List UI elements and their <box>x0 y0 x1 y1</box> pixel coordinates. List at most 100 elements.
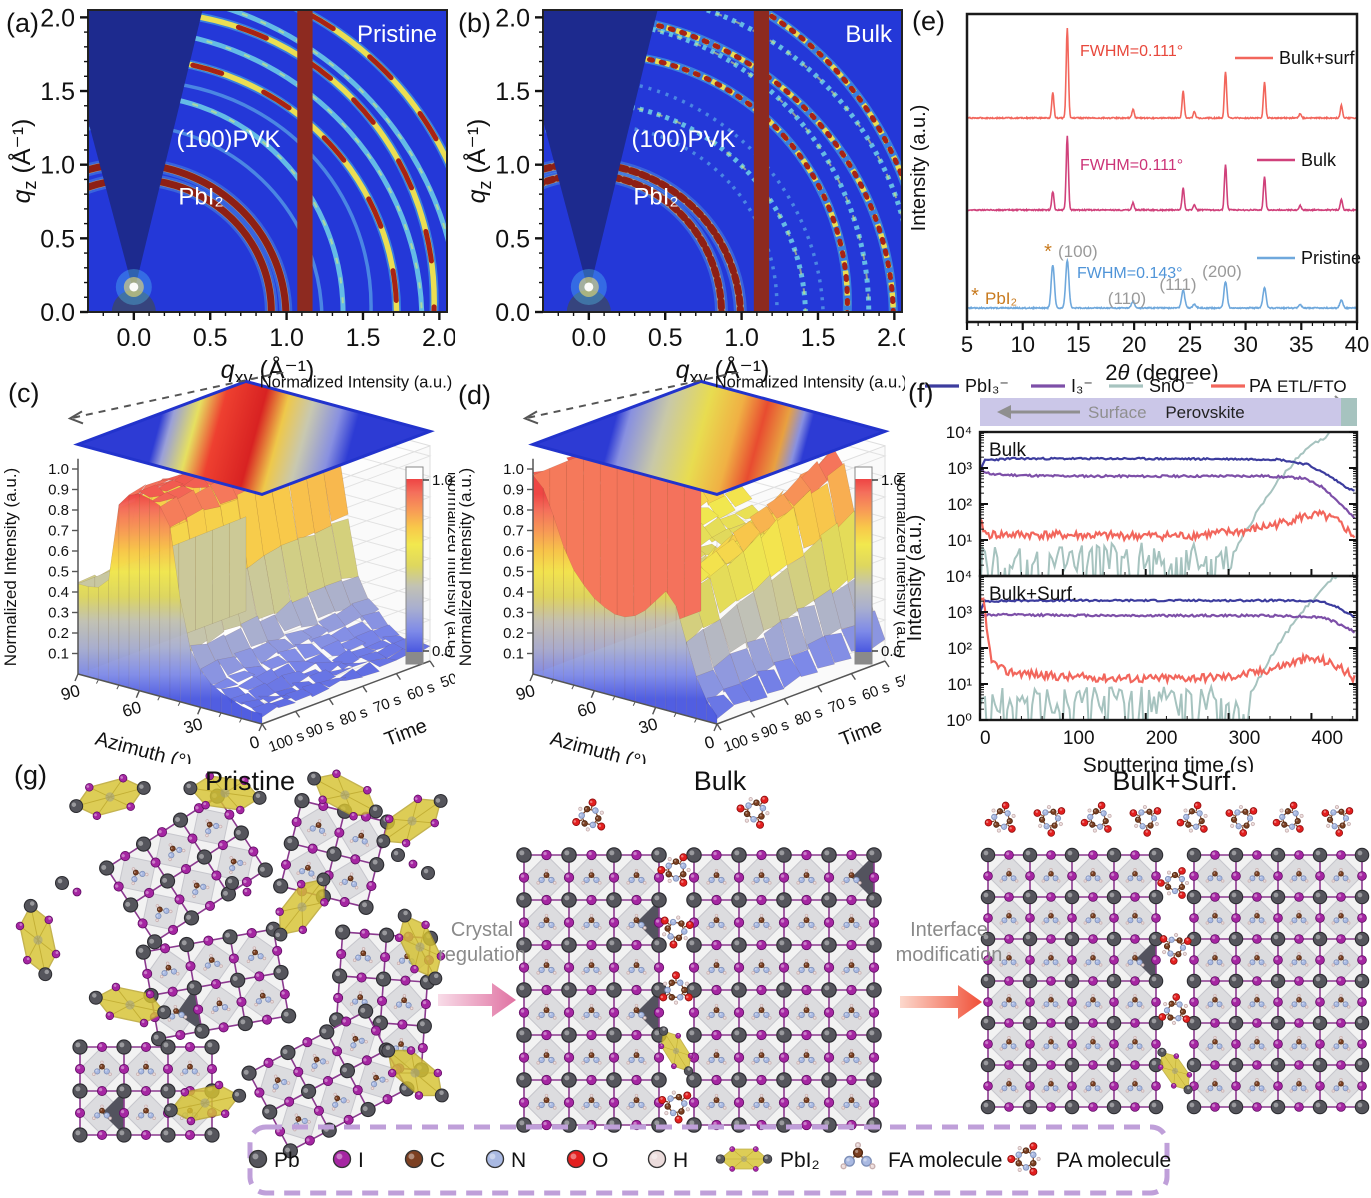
perovskite-grain <box>273 793 395 915</box>
time-direction-arrow-icon <box>522 410 539 425</box>
profile-plot-Bulk <box>980 432 1356 576</box>
time-tick: 100 s <box>721 728 761 757</box>
crystal-regulation-label: Crystal regulation <box>438 919 526 966</box>
svg-text:1.5: 1.5 <box>346 324 381 352</box>
time-tick: 50 s <box>438 666 455 692</box>
fa-molecule <box>1289 909 1309 925</box>
fa-molecule <box>796 1003 817 1020</box>
fa-molecule <box>229 856 247 875</box>
perovskite-grain <box>1186 847 1370 1115</box>
perovskite-grain <box>135 921 297 1047</box>
interface-modification-arrow-icon <box>900 985 982 1019</box>
fa-molecule <box>1247 867 1267 883</box>
panel-b-giwaxs-map: (100)PVK PbI₂ Bulk 0.0 0.5 1.0 1.5 2.0 0.0 0.5 1.0… <box>461 4 905 382</box>
y-tick: 10³ <box>947 603 972 622</box>
fa-molecule <box>706 1003 727 1020</box>
fa-molecule <box>536 1093 557 1110</box>
fa-molecule <box>581 1003 602 1020</box>
panel-d-tag: (d) <box>458 380 491 410</box>
y-axis-label: qz (Å⁻¹) <box>461 119 495 204</box>
pristine-structure <box>15 769 449 1159</box>
fa-molecule <box>1247 1077 1267 1093</box>
pbi2-hexagon <box>163 1080 247 1126</box>
y-axis-label: Intensity (a.u.) <box>908 105 930 232</box>
fa-molecule <box>393 994 414 1011</box>
z-tick: 0.9 <box>48 482 69 499</box>
fa-molecule <box>796 913 817 930</box>
fa-molecule <box>1083 1035 1103 1051</box>
svg-text:*: * <box>1044 241 1052 263</box>
pbi2-hexagon <box>183 771 267 815</box>
fa-molecule <box>1083 867 1103 883</box>
svg-text:400: 400 <box>1311 728 1343 749</box>
fa-molecule <box>706 958 727 975</box>
pa-molecule <box>1157 867 1189 899</box>
panel-b-tag: (b) <box>458 8 491 38</box>
schematic-title-pristine: Pristine <box>204 766 296 796</box>
svg-text:10: 10 <box>1010 332 1034 357</box>
svg-text:300: 300 <box>1229 728 1261 749</box>
peak-label: (111) <box>1159 275 1196 294</box>
fa-molecule <box>1247 1035 1267 1051</box>
fa-molecule <box>254 989 274 1007</box>
peak-label: (110) <box>1108 289 1146 308</box>
fa-molecule <box>841 1093 862 1110</box>
fa-molecule <box>1331 1035 1351 1051</box>
svg-text:35: 35 <box>1289 332 1313 357</box>
pbi2-hexagon <box>376 793 448 849</box>
svg-text:1.0: 1.0 <box>495 152 530 180</box>
z-tick: 0.4 <box>503 584 524 601</box>
lattice-defect <box>102 1091 124 1135</box>
fa-molecule <box>626 913 647 930</box>
bulk-structure <box>516 795 882 1133</box>
fa-molecule <box>1331 993 1351 1009</box>
y-tick: 10² <box>947 639 972 658</box>
legend-label: N <box>511 1149 526 1172</box>
fa-molecule <box>1289 951 1309 967</box>
svg-text:2.0: 2.0 <box>495 4 530 32</box>
fa-molecule <box>352 947 373 964</box>
schematic-title-bulksurf: Bulk+Surf. <box>1112 766 1238 796</box>
lattice-defect <box>851 855 874 900</box>
fa-molecule <box>626 1048 647 1065</box>
svg-text:25: 25 <box>1178 332 1202 357</box>
svg-text:100: 100 <box>1063 728 1095 749</box>
colorbar-label: Normalized Intensity (a.u.) <box>444 472 455 659</box>
crystal-regulation-arrow-icon <box>438 983 516 1017</box>
svg-text:20: 20 <box>1122 332 1146 357</box>
pa-molecule <box>1007 1142 1041 1176</box>
time-tick: 60 s <box>860 679 892 705</box>
pa-molecule <box>736 795 770 829</box>
perovskite-grain <box>516 847 667 1133</box>
time-tick: 90 s <box>304 716 336 742</box>
x-axis-label: 2θ (degree) <box>1105 360 1218 382</box>
pa-molecule <box>1158 993 1191 1025</box>
fa-molecule <box>1331 951 1351 967</box>
azimuth-tick: 30 <box>636 714 659 737</box>
pa-molecule <box>1080 801 1112 833</box>
strip-title: Normalized Intensity (a.u.) <box>715 373 905 391</box>
fa-molecule <box>1205 909 1225 925</box>
pbi2-hexagon <box>273 872 331 942</box>
svg-text:0.0: 0.0 <box>495 299 530 327</box>
perovskite-grain <box>241 1003 415 1159</box>
y-axis-label: Intensity (a.u.) <box>905 515 926 642</box>
fa-molecule <box>1205 951 1225 967</box>
fa-molecule <box>536 868 557 885</box>
subpanel-label: Bulk+Surf. <box>989 584 1077 605</box>
fa-molecule <box>1331 1077 1351 1093</box>
y-tick: 10³ <box>947 459 972 478</box>
fa-molecule <box>1289 993 1309 1009</box>
fa-molecule <box>155 904 173 922</box>
z-tick: 0.8 <box>48 502 69 519</box>
legend-label: H <box>673 1149 688 1172</box>
legend-label: PA molecule <box>1056 1149 1171 1172</box>
svg-text:0: 0 <box>980 728 991 749</box>
xrd-trace-Pristine <box>966 257 1358 311</box>
fwhm-label: FWHM=0.111° <box>1080 157 1183 174</box>
fa-molecule <box>581 868 602 885</box>
legend-label: Bulk <box>1301 150 1337 170</box>
fa-molecule <box>626 868 647 885</box>
fa-molecule <box>796 868 817 885</box>
pa-molecule <box>1321 805 1354 837</box>
